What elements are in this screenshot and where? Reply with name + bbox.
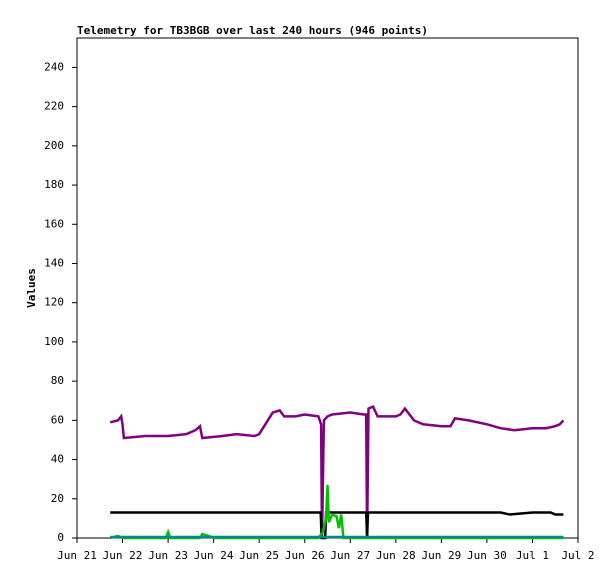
x-tick-label: Jun 24 [194, 549, 234, 562]
y-tick-label: 220 [44, 100, 64, 113]
y-tick-label: 240 [44, 60, 64, 73]
chart-title: Telemetry for TB3BGB over last 240 hours… [77, 24, 428, 37]
y-tick-label: 160 [44, 217, 64, 230]
y-tick-label: 100 [44, 335, 64, 348]
x-tick-label: Jun 29 [421, 549, 461, 562]
x-tick-label: Jun 21 [57, 549, 97, 562]
y-tick-label: 180 [44, 178, 64, 191]
y-tick-label: 40 [51, 453, 64, 466]
x-tick-label: Jul 2 [561, 549, 594, 562]
x-tick-label: Jul 1 [516, 549, 549, 562]
y-axis-label: Values [25, 268, 38, 308]
y-tick-label: 140 [44, 256, 64, 269]
y-tick-label: 0 [57, 531, 64, 544]
series-line [109, 404, 565, 539]
y-tick-label: 120 [44, 296, 64, 309]
x-tick-label: Jun 22 [103, 549, 143, 562]
y-tick-label: 20 [51, 492, 64, 505]
x-tick-label: Jun 23 [148, 549, 188, 562]
y-tick-label: 80 [51, 374, 64, 387]
x-tick-label: Jun 28 [376, 549, 416, 562]
x-tick-label: Jun 25 [239, 549, 279, 562]
series-line [110, 511, 564, 540]
y-tick-label: 60 [51, 413, 64, 426]
x-tick-label: Jun 27 [330, 549, 370, 562]
y-tick-label: 200 [44, 139, 64, 152]
x-tick-label: Jun 30 [467, 549, 507, 562]
x-tick-label: Jun 26 [285, 549, 325, 562]
